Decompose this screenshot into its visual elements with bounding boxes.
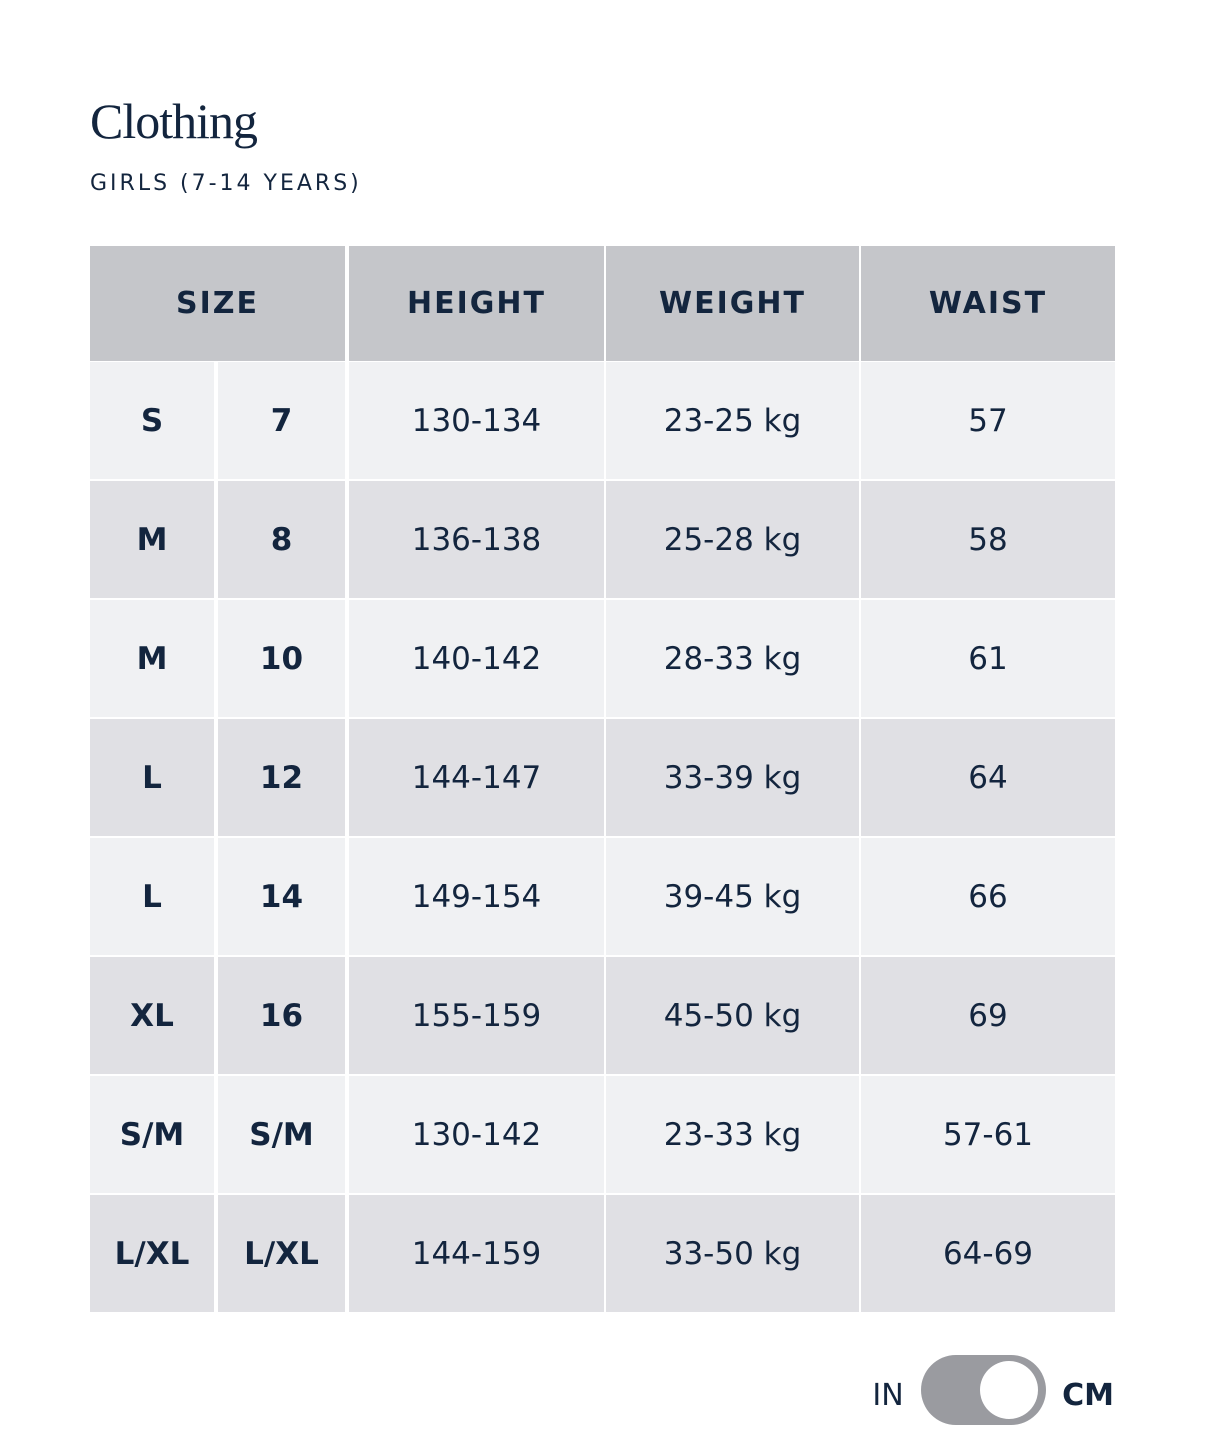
table-cell: S (90, 362, 214, 479)
table-cell: 28-33 kg (606, 600, 859, 717)
table-cell: 155-159 (349, 957, 604, 1074)
table-cell: 16 (218, 957, 345, 1074)
table-cell: 33-50 kg (606, 1195, 859, 1312)
table-cell: 58 (861, 481, 1115, 598)
unit-label: IN (872, 1377, 904, 1413)
column-header: SIZE (90, 246, 345, 361)
table-cell: 25-28 kg (606, 481, 859, 598)
table-cell: M (90, 600, 214, 717)
table-cell: L/XL (218, 1195, 345, 1312)
column-header: WAIST (861, 246, 1115, 361)
table-cell: M (90, 481, 214, 598)
table-cell: 136-138 (349, 481, 604, 598)
table-cell: 39-45 kg (606, 838, 859, 955)
table-cell: 64-69 (861, 1195, 1115, 1312)
table-cell: 140-142 (349, 600, 604, 717)
table-cell: 8 (218, 481, 345, 598)
column-header: WEIGHT (606, 246, 859, 361)
table-cell: 10 (218, 600, 345, 717)
table-cell: 144-147 (349, 719, 604, 836)
toggle-knob (980, 1361, 1038, 1419)
table-cell: XL (90, 957, 214, 1074)
table-cell: 23-25 kg (606, 362, 859, 479)
table-cell: 144-159 (349, 1195, 604, 1312)
table-cell: 12 (218, 719, 345, 836)
table-cell: S/M (90, 1076, 214, 1193)
table-cell: L (90, 719, 214, 836)
title: Clothing (90, 93, 258, 149)
table-cell: 64 (861, 719, 1115, 836)
table-cell: 130-134 (349, 362, 604, 479)
unit-toggle[interactable] (921, 1355, 1046, 1425)
table-cell: L (90, 838, 214, 955)
column-header: HEIGHT (349, 246, 604, 361)
table-cell: L/XL (90, 1195, 214, 1312)
table-cell: 61 (861, 600, 1115, 717)
table-cell: 14 (218, 838, 345, 955)
subtitle: GIRLS (7-14 YEARS) (90, 171, 362, 196)
table-cell: 33-39 kg (606, 719, 859, 836)
table-cell: S/M (218, 1076, 345, 1193)
table-cell: 130-142 (349, 1076, 604, 1193)
unit-label: CM (1062, 1377, 1114, 1413)
table-cell: 57 (861, 362, 1115, 479)
table-cell: 57-61 (861, 1076, 1115, 1193)
table-cell: 23-33 kg (606, 1076, 859, 1193)
table-cell: 149-154 (349, 838, 604, 955)
table-cell: 7 (218, 362, 345, 479)
table-cell: 66 (861, 838, 1115, 955)
table-cell: 69 (861, 957, 1115, 1074)
table-cell: 45-50 kg (606, 957, 859, 1074)
